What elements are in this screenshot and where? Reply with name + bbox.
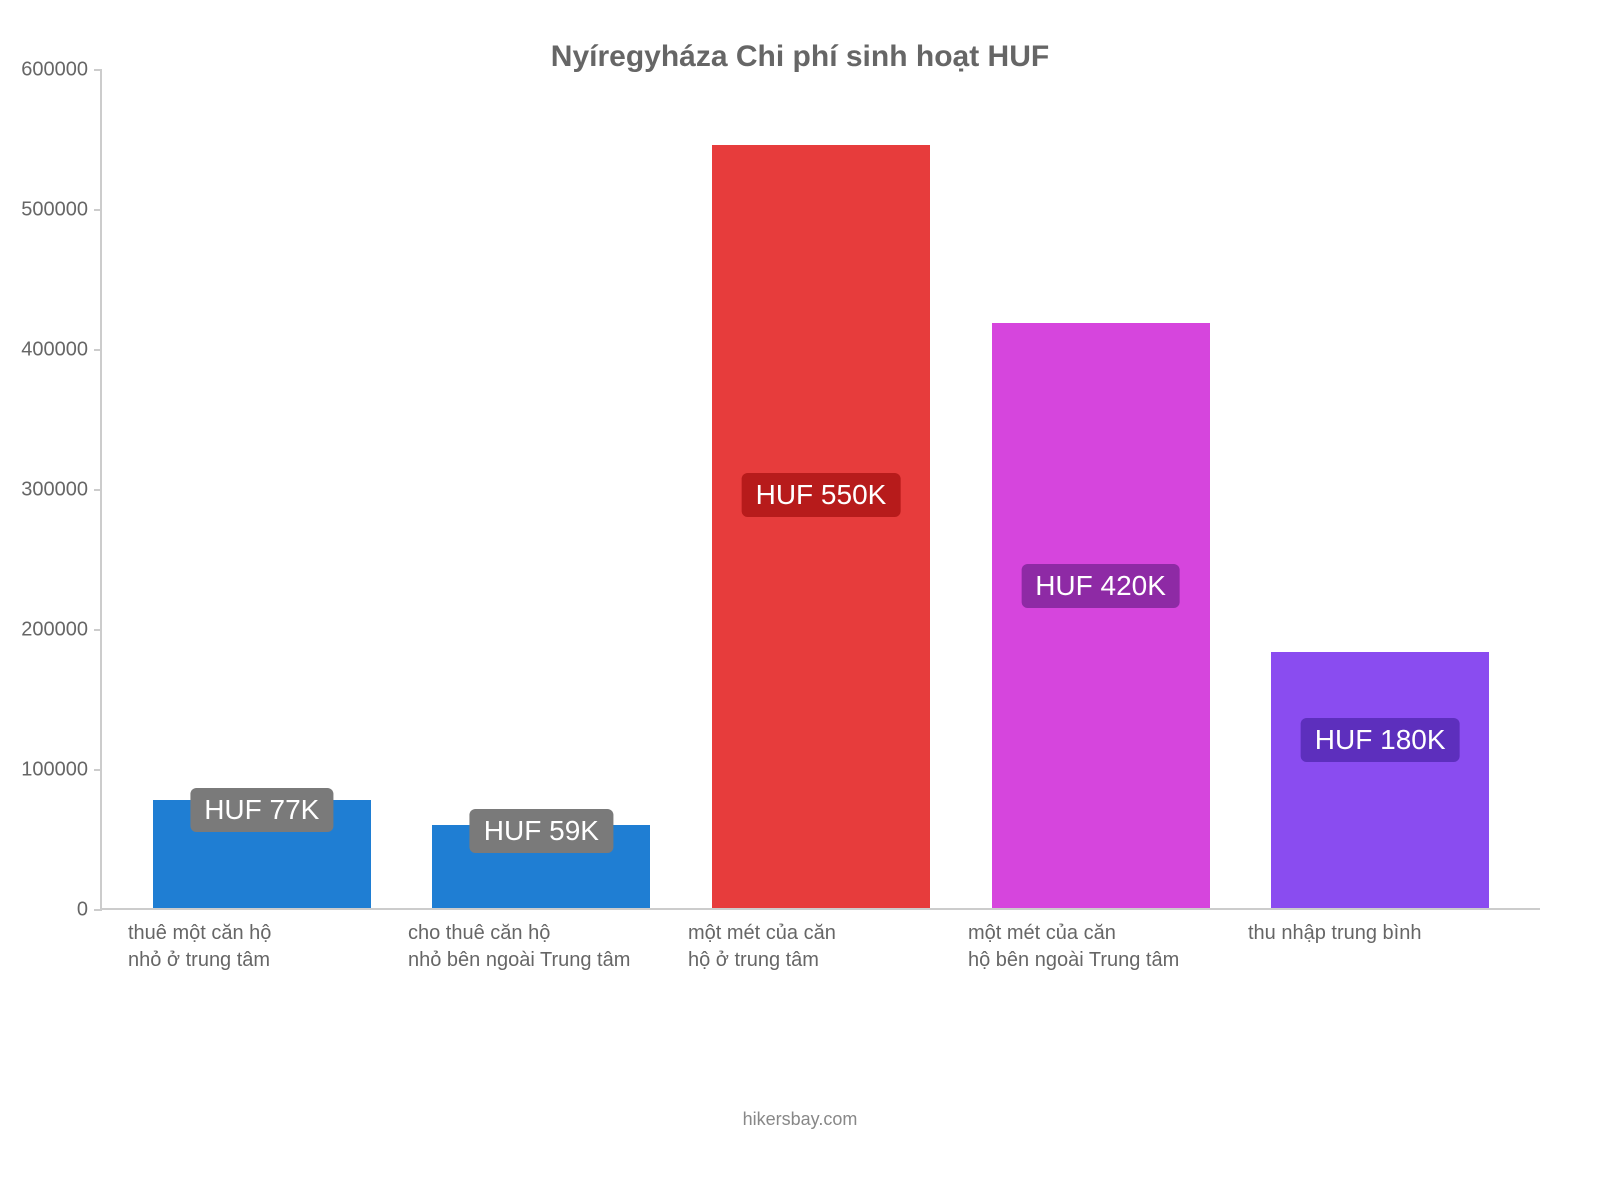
x-axis-label-line: thuê một căn hộ (128, 920, 392, 947)
y-tick-label: 600000 (21, 59, 88, 82)
y-tick-mark (94, 69, 102, 71)
y-tick-label: 100000 (21, 759, 88, 782)
bar: HUF 77K (153, 800, 371, 908)
x-axis-label-line: nhỏ bên ngoài Trung tâm (408, 947, 672, 974)
bar-value-badge: HUF 59K (470, 809, 613, 853)
bar-value-badge: HUF 77K (190, 788, 333, 832)
y-tick-label: 300000 (21, 479, 88, 502)
bars-group: HUF 77K HUF 59K HUF 550K HUF 420K HUF 180K (102, 70, 1540, 908)
bar-slot: HUF 550K (681, 70, 961, 908)
x-axis-label-line: hộ ở trung tâm (688, 947, 952, 974)
x-axis-label: thuê một căn hộnhỏ ở trung tâm (120, 920, 400, 974)
y-tick-mark (94, 349, 102, 351)
y-tick-mark (94, 489, 102, 491)
y-tick-mark (94, 209, 102, 211)
credit-text: hikersbay.com (0, 1109, 1600, 1130)
x-axis-label-line: một mét của căn (688, 920, 952, 947)
bar-slot: HUF 59K (402, 70, 682, 908)
y-tick-label: 0 (77, 899, 88, 922)
y-tick-label: 200000 (21, 619, 88, 642)
y-tick-label: 500000 (21, 199, 88, 222)
plot-area: 0100000200000300000400000500000600000 HU… (100, 70, 1540, 910)
x-axis-label-line: nhỏ ở trung tâm (128, 947, 392, 974)
x-axis-label: một mét của cănhộ ở trung tâm (680, 920, 960, 974)
chart-title: Nyíregyháza Chi phí sinh hoạt HUF (0, 40, 1600, 74)
bar: HUF 180K (1271, 652, 1489, 908)
bar-value-badge: HUF 180K (1301, 718, 1460, 762)
bar-slot: HUF 180K (1240, 70, 1520, 908)
bar-value-badge: HUF 550K (742, 473, 901, 517)
bar: HUF 550K (712, 145, 930, 908)
x-axis-labels: thuê một căn hộnhỏ ở trung tâmcho thuê c… (100, 920, 1540, 974)
y-tick-label: 400000 (21, 339, 88, 362)
x-axis-label: thu nhập trung bình (1240, 920, 1520, 974)
bar-slot: HUF 77K (122, 70, 402, 908)
x-axis-label-line: hộ bên ngoài Trung tâm (968, 947, 1232, 974)
x-axis-label: một mét của cănhộ bên ngoài Trung tâm (960, 920, 1240, 974)
bar-value-badge: HUF 420K (1021, 564, 1180, 608)
y-tick-mark (94, 909, 102, 911)
y-tick-mark (94, 629, 102, 631)
x-axis-label-line: một mét của căn (968, 920, 1232, 947)
x-axis-label: cho thuê căn hộnhỏ bên ngoài Trung tâm (400, 920, 680, 974)
y-tick-mark (94, 769, 102, 771)
chart-container: Nyíregyháza Chi phí sinh hoạt HUF 010000… (0, 0, 1600, 1200)
x-axis-label-line: thu nhập trung bình (1248, 920, 1512, 947)
bar: HUF 59K (432, 825, 650, 908)
x-axis-label-line: cho thuê căn hộ (408, 920, 672, 947)
bar-slot: HUF 420K (961, 70, 1241, 908)
bar: HUF 420K (992, 323, 1210, 908)
